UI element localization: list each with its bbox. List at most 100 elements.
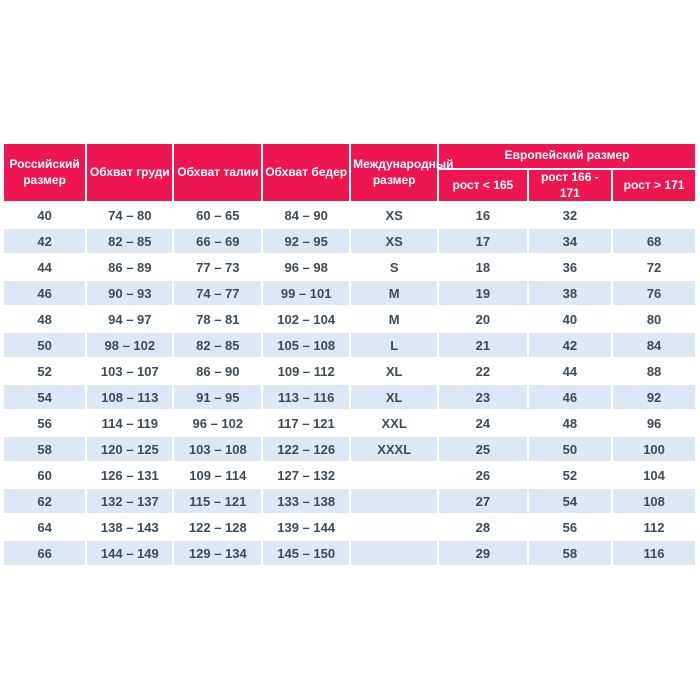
table-cell: 133 – 138 [261,487,352,516]
table-cell: 46 [1,279,88,308]
table-row: 40 74 – 80 60 – 65 84 – 90 XS 16 32 [1,201,697,230]
col-header-waist: Обхват талии [172,141,264,204]
table-cell: 92 [611,383,697,412]
table-cell: 52 [1,357,88,386]
table-header: Российский размер Обхват груди Обхват та… [1,141,697,204]
table-cell: 44 [1,253,88,282]
table-cell: 108 [611,487,697,516]
table-cell: 76 [611,279,697,308]
table-cell: 66 [1,539,88,568]
table-cell: 28 [437,513,529,542]
col-header-european-size-group: Европейский размер [437,142,697,170]
table-cell: 120 – 125 [85,435,175,464]
table-cell: 103 – 108 [172,435,264,464]
table-cell: 91 – 95 [172,383,264,412]
table-cell: 54 [1,383,88,412]
table-cell: 104 [611,461,697,490]
table-cell: 36 [526,253,614,282]
table-cell: 145 – 150 [261,539,352,568]
table-row: 66 144 – 149 129 – 134 145 – 150 29 58 116 [1,539,697,568]
table-cell: 86 – 89 [85,253,175,282]
table-cell: 98 – 102 [85,331,175,360]
table-cell: 117 – 121 [261,409,352,438]
table-cell: 115 – 121 [172,487,264,516]
table-cell: 92 – 95 [261,227,352,256]
table-cell: 58 [1,435,88,464]
table-cell: 122 – 126 [261,435,352,464]
table-cell: 42 [526,331,614,360]
table-cell: M [349,279,440,308]
table-cell: 16 [437,201,529,230]
table-cell: 38 [526,279,614,308]
table-cell: 116 [611,539,697,568]
table-cell: 46 [526,383,614,412]
table-cell: 109 – 114 [172,461,264,490]
header-row-sub: рост < 165 рост 166 - 171 рост > 171 [3,167,697,204]
table-row: 64 138 – 143 122 – 128 139 – 144 28 56 112 [1,513,697,542]
table-cell [611,201,697,230]
table-row: 48 94 – 97 78 – 81 102 – 104 M 20 40 80 [1,305,697,334]
table-cell: 84 [611,331,697,360]
table-cell: 22 [437,357,529,386]
table-cell: 56 [1,409,88,438]
table-cell: 108 – 113 [85,383,175,412]
table-cell: 25 [437,435,529,464]
table-cell: 94 – 97 [85,305,175,334]
table-cell: M [349,305,440,334]
table-row: 50 98 – 102 82 – 85 105 – 108 L 21 42 84 [1,331,697,360]
table-cell: 139 – 144 [261,513,352,542]
table-cell: 144 – 149 [85,539,175,568]
table-cell: 122 – 128 [172,513,264,542]
table-cell: 82 – 85 [172,331,264,360]
table-cell: 114 – 119 [85,409,175,438]
table-cell: 29 [437,539,529,568]
table-cell: 34 [526,227,614,256]
table-cell: XS [349,201,440,230]
col-header-russian-size: Российский размер [1,141,88,204]
table-cell: 62 [1,487,88,516]
table-cell: 96 – 98 [261,253,352,282]
table-cell: 112 [611,513,697,542]
table-cell: 77 – 73 [172,253,264,282]
table-cell: 127 – 132 [261,461,352,490]
table-cell: 84 – 90 [261,201,352,230]
table-cell: 113 – 116 [261,383,352,412]
table-cell: 26 [437,461,529,490]
table-cell: 80 [611,305,697,334]
table-cell: 82 – 85 [85,227,175,256]
table-cell: 90 – 93 [85,279,175,308]
table-cell: 50 [1,331,88,360]
size-chart-table: Российский размер Обхват груди Обхват та… [1,141,697,568]
table-cell: 27 [437,487,529,516]
table-cell: 68 [611,227,697,256]
table-cell: 138 – 143 [85,513,175,542]
table-cell [349,539,440,568]
table-cell: 88 [611,357,697,386]
table-cell: 40 [526,305,614,334]
table-cell: 64 [1,513,88,542]
table-cell: 66 – 69 [172,227,264,256]
table-cell: 32 [526,201,614,230]
table-cell: 129 – 134 [172,539,264,568]
table-cell: 50 [526,435,614,464]
table-cell: 52 [526,461,614,490]
table-cell: 17 [437,227,529,256]
table-cell: 103 – 107 [85,357,175,386]
table-cell: L [349,331,440,360]
table-row: 60 126 – 131 109 – 114 127 – 132 26 52 104 [1,461,697,490]
table-cell: 74 – 77 [172,279,264,308]
table-row: 62 132 – 137 115 – 121 133 – 138 27 54 108 [1,487,697,516]
table-cell: XL [349,357,440,386]
table-cell [349,513,440,542]
table-cell: 44 [526,357,614,386]
table-cell: 109 – 112 [261,357,352,386]
col-header-hips: Обхват бедер [261,141,352,204]
table-cell: XL [349,383,440,412]
col-header-height-gt-171: рост > 171 [611,167,697,204]
table-cell: 56 [526,513,614,542]
table-cell: XXXL [349,435,440,464]
table-cell: 24 [437,409,529,438]
table-cell: 42 [1,227,88,256]
table-cell: 48 [1,305,88,334]
table-cell: 100 [611,435,697,464]
